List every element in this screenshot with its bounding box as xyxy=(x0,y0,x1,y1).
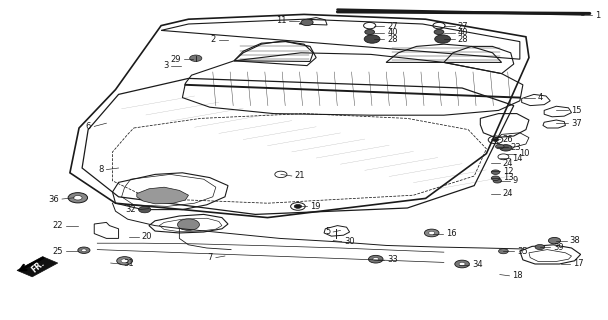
Circle shape xyxy=(301,19,313,26)
Text: 5: 5 xyxy=(325,228,330,236)
Circle shape xyxy=(178,219,199,230)
Text: 36: 36 xyxy=(48,195,59,204)
Text: 27: 27 xyxy=(458,22,468,31)
Text: 29: 29 xyxy=(170,55,181,64)
Circle shape xyxy=(81,249,86,252)
Text: 10: 10 xyxy=(519,149,529,158)
Text: 28: 28 xyxy=(387,35,398,44)
Circle shape xyxy=(117,257,133,265)
Circle shape xyxy=(491,176,500,180)
Text: FR.: FR. xyxy=(29,258,46,274)
Text: 25: 25 xyxy=(52,247,63,256)
Text: 15: 15 xyxy=(572,106,582,115)
Text: 24: 24 xyxy=(503,189,513,198)
Text: 33: 33 xyxy=(387,255,398,264)
Text: 32: 32 xyxy=(125,205,136,214)
Circle shape xyxy=(373,258,379,261)
Polygon shape xyxy=(17,257,58,277)
Circle shape xyxy=(500,145,512,151)
Text: 11: 11 xyxy=(276,16,286,25)
Text: 24: 24 xyxy=(503,159,513,168)
Circle shape xyxy=(499,249,508,254)
Text: 38: 38 xyxy=(570,236,581,245)
Text: 9: 9 xyxy=(513,176,518,185)
Text: 19: 19 xyxy=(310,202,320,211)
Text: 14: 14 xyxy=(513,154,523,163)
Text: 13: 13 xyxy=(503,173,513,182)
Circle shape xyxy=(459,262,465,266)
Circle shape xyxy=(491,170,500,174)
Text: 28: 28 xyxy=(458,35,468,44)
Circle shape xyxy=(493,179,502,183)
Circle shape xyxy=(74,196,82,200)
Text: 8: 8 xyxy=(98,165,103,174)
Text: 2: 2 xyxy=(210,36,216,44)
Text: 3: 3 xyxy=(163,61,168,70)
Text: 34: 34 xyxy=(472,260,483,269)
Text: 12: 12 xyxy=(503,167,513,176)
Circle shape xyxy=(78,247,90,253)
Circle shape xyxy=(68,193,88,203)
Text: 27: 27 xyxy=(387,22,398,31)
Text: 4: 4 xyxy=(538,93,544,102)
Circle shape xyxy=(139,206,151,213)
Text: 30: 30 xyxy=(345,237,355,246)
Text: 6: 6 xyxy=(86,122,91,131)
Circle shape xyxy=(492,138,499,141)
Text: 37: 37 xyxy=(572,119,582,128)
Circle shape xyxy=(364,35,380,43)
Circle shape xyxy=(455,260,469,268)
Text: 35: 35 xyxy=(517,247,527,256)
Text: 39: 39 xyxy=(553,243,564,252)
Circle shape xyxy=(429,231,435,235)
Circle shape xyxy=(535,244,545,250)
Text: 40: 40 xyxy=(387,28,398,37)
Circle shape xyxy=(121,259,128,263)
Circle shape xyxy=(435,35,451,43)
Circle shape xyxy=(365,29,375,35)
Text: 7: 7 xyxy=(207,253,213,262)
Text: 22: 22 xyxy=(52,221,63,230)
Text: 40: 40 xyxy=(458,28,468,37)
Text: 31: 31 xyxy=(123,260,134,268)
Circle shape xyxy=(434,29,444,35)
Text: 17: 17 xyxy=(573,260,584,268)
Text: 26: 26 xyxy=(503,135,513,144)
Circle shape xyxy=(368,255,383,263)
Text: 16: 16 xyxy=(446,229,456,238)
Circle shape xyxy=(548,237,561,244)
Text: 20: 20 xyxy=(142,232,152,241)
Text: 1: 1 xyxy=(595,11,600,20)
Text: 23: 23 xyxy=(511,143,521,152)
Circle shape xyxy=(496,144,504,149)
Circle shape xyxy=(424,229,439,237)
Text: 18: 18 xyxy=(513,271,523,280)
Polygon shape xyxy=(137,187,188,204)
Circle shape xyxy=(190,55,202,61)
Text: 21: 21 xyxy=(295,172,305,180)
Circle shape xyxy=(294,204,302,208)
